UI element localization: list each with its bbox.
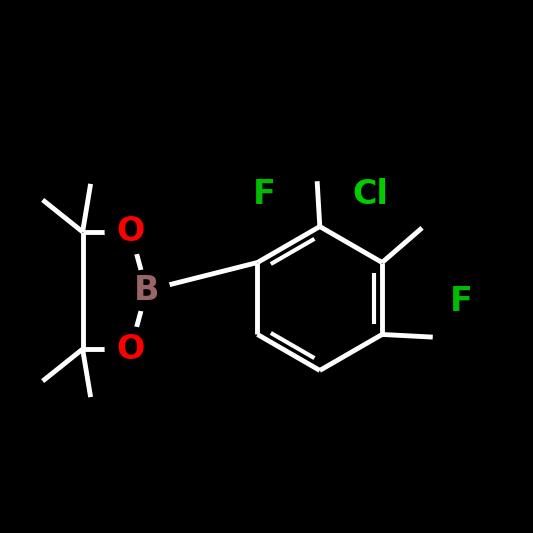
Ellipse shape bbox=[106, 209, 156, 254]
Ellipse shape bbox=[106, 327, 156, 372]
Text: O: O bbox=[116, 333, 145, 366]
Text: Cl: Cl bbox=[352, 178, 389, 211]
Ellipse shape bbox=[338, 166, 402, 223]
Text: B: B bbox=[134, 274, 159, 307]
Ellipse shape bbox=[238, 172, 289, 217]
Ellipse shape bbox=[123, 270, 170, 311]
Ellipse shape bbox=[436, 279, 486, 324]
Text: O: O bbox=[116, 215, 145, 248]
Text: F: F bbox=[450, 285, 472, 318]
Text: F: F bbox=[253, 178, 275, 211]
